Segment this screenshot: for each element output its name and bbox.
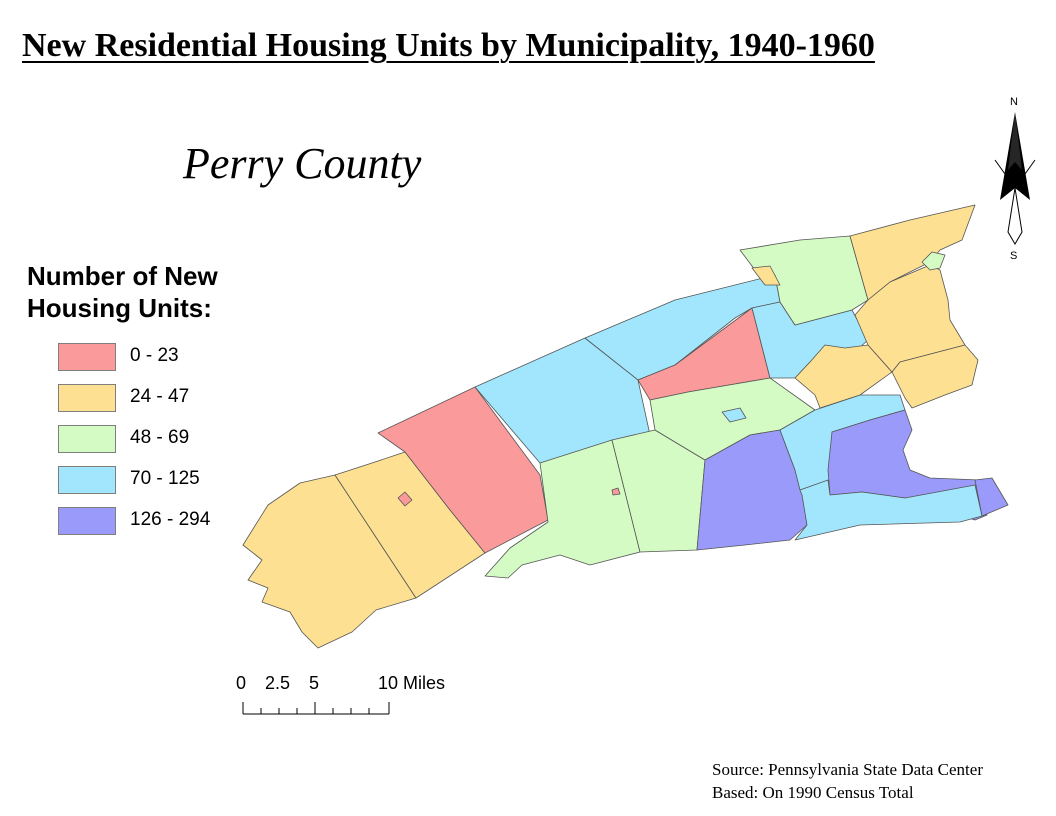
municipality: [921, 251, 946, 271]
north-arrow-highlight: [1008, 112, 1022, 170]
source-line1: Source: Pennsylvania State Data Center: [712, 760, 983, 779]
legend-label: 70 - 125: [130, 468, 200, 489]
north-arrow-tail-icon: [1007, 187, 1023, 245]
scale-bar: [242, 702, 390, 715]
source-line2: Based: On 1990 Census Total: [712, 783, 914, 802]
legend-swatch: [58, 384, 116, 412]
scale-label: 0: [236, 673, 247, 693]
municipality: [397, 491, 413, 507]
legend-swatch: [58, 507, 116, 535]
municipality: [854, 264, 966, 373]
map-title: New Residential Housing Units by Municip…: [22, 27, 875, 64]
legend-title-line2: Housing Units:: [27, 293, 212, 323]
north-arrow: [994, 112, 1036, 245]
north-arrow-wings-icon: [994, 159, 1036, 189]
scale-label: 10 Miles: [378, 673, 446, 693]
legend-swatch: [58, 343, 116, 371]
municipality: [242, 474, 417, 649]
legend-label: 24 - 47: [130, 386, 190, 407]
scale-label: 2.5: [265, 673, 291, 693]
municipality: [974, 477, 1009, 517]
south-label: S: [1010, 250, 1018, 262]
municipality: [751, 265, 781, 286]
legend-label: 0 - 23: [130, 345, 179, 366]
scale-label: 5: [309, 673, 320, 693]
legend-swatch: [58, 425, 116, 453]
municipality: [474, 337, 651, 464]
legend-title-line1: Number of New: [27, 261, 218, 291]
municipality: [377, 386, 549, 554]
legend-swatch: [58, 466, 116, 494]
legend-label: 126 - 294: [130, 509, 211, 530]
north-label: N: [1010, 96, 1018, 108]
county-name: Perry County: [183, 139, 422, 188]
municipality: [891, 344, 979, 409]
legend-title: Number of New Housing Units:: [27, 260, 218, 324]
municipality: [611, 487, 621, 496]
legend-label: 48 - 69: [130, 427, 190, 448]
source-note: Source: Pennsylvania State Data Center B…: [712, 758, 983, 804]
municipality: [721, 407, 747, 423]
